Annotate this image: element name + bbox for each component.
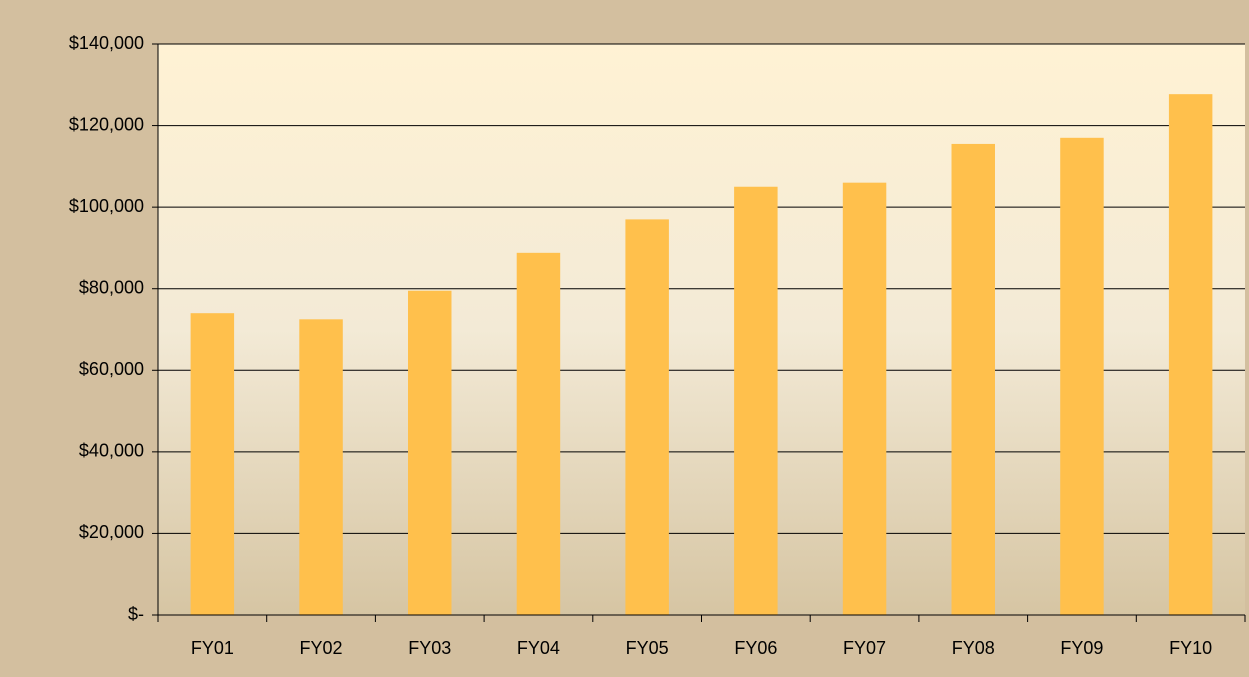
x-tick-label: FY01 <box>191 638 234 658</box>
y-tick-label: $20,000 <box>79 522 144 542</box>
bar <box>190 313 235 615</box>
x-tick-label: FY09 <box>1060 638 1103 658</box>
y-tick-label: $100,000 <box>69 196 144 216</box>
bar <box>299 319 343 615</box>
y-tick-label: $40,000 <box>79 441 144 461</box>
y-tick-label: $140,000 <box>69 33 144 53</box>
x-tick-label: FY02 <box>300 638 343 658</box>
y-tick-label: $120,000 <box>69 114 144 134</box>
y-tick-label: $60,000 <box>79 359 144 379</box>
x-tick-label: FY10 <box>1169 638 1212 658</box>
x-tick-label: FY03 <box>408 638 451 658</box>
bar <box>516 252 561 615</box>
bar <box>408 290 452 615</box>
y-tick-label: $- <box>128 604 144 624</box>
x-tick-label: FY07 <box>843 638 886 658</box>
x-tick-label: FY05 <box>626 638 669 658</box>
x-tick-label: FY04 <box>517 638 560 658</box>
x-tick-label: FY08 <box>952 638 995 658</box>
bar <box>1168 94 1213 615</box>
bar <box>842 182 887 615</box>
bar <box>625 219 669 615</box>
bar <box>1060 137 1104 616</box>
x-tick-label: FY06 <box>734 638 777 658</box>
bar <box>951 143 995 616</box>
bar <box>734 186 778 615</box>
y-tick-label: $80,000 <box>79 277 144 297</box>
